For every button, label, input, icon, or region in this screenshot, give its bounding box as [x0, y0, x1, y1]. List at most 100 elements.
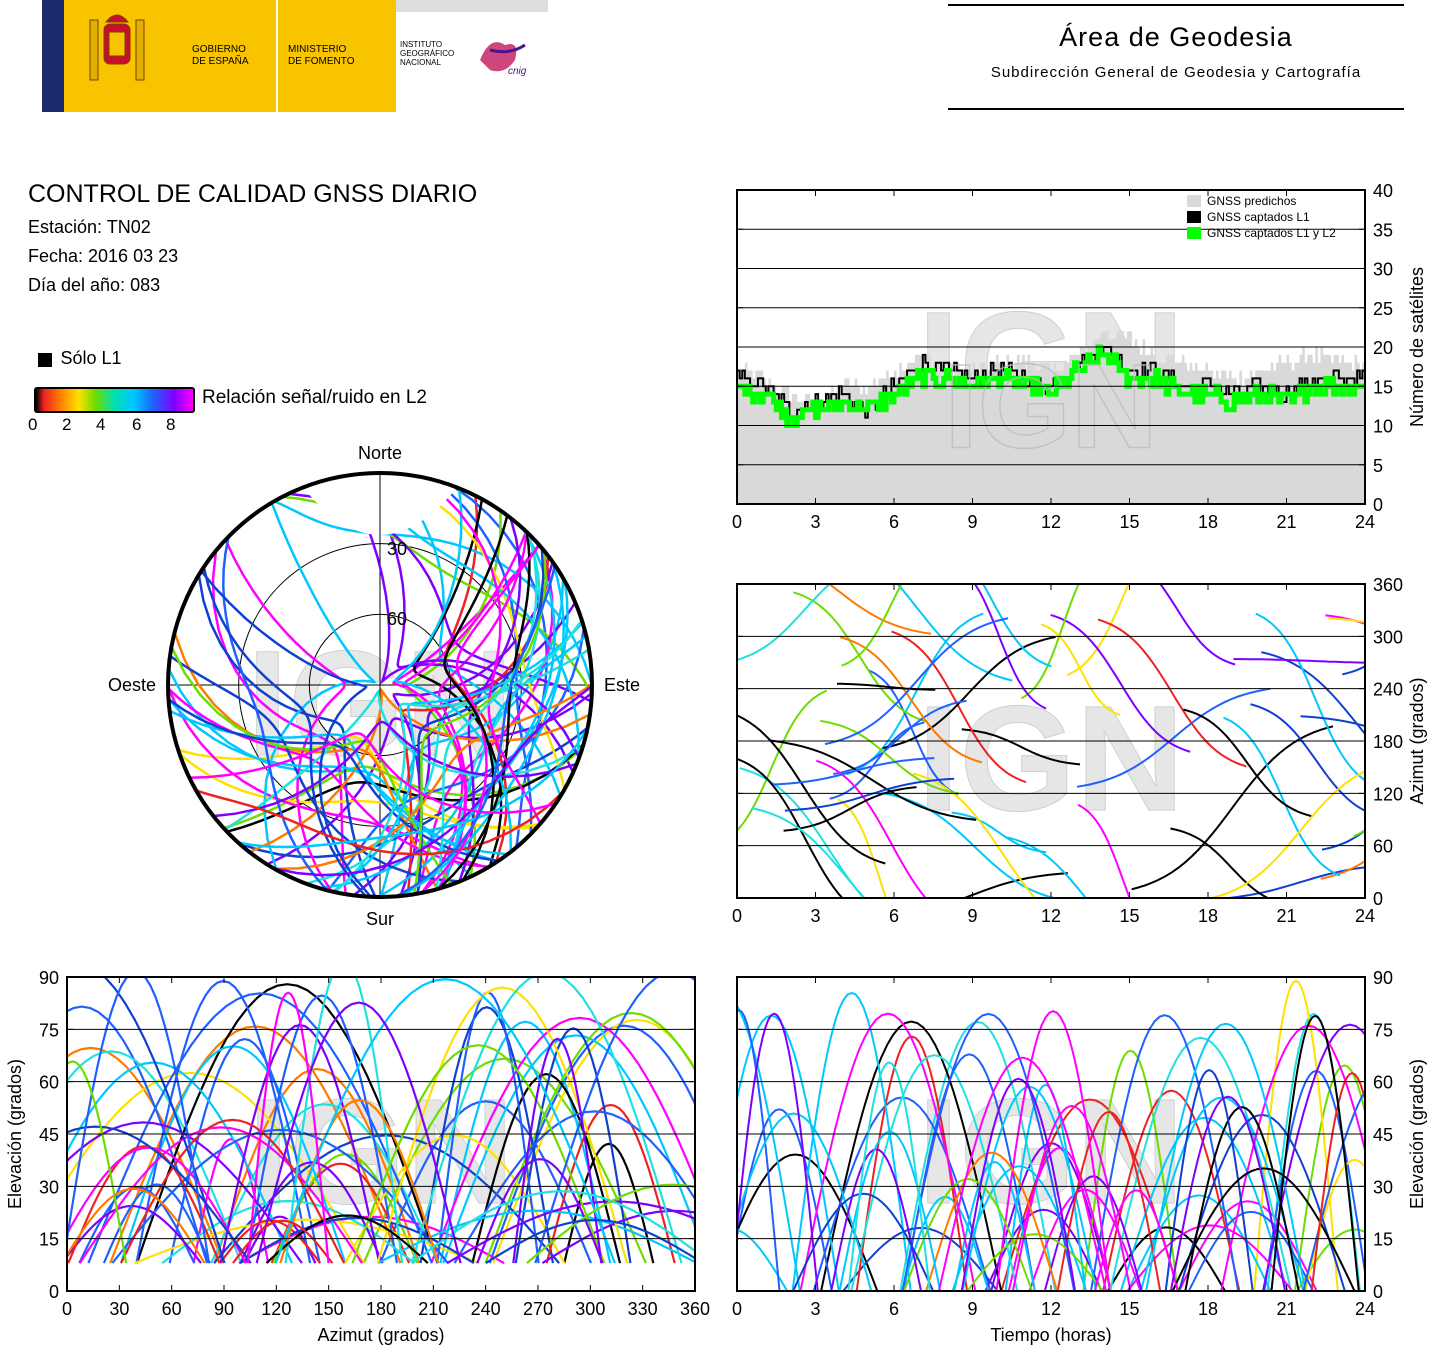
az-xtick-label: 12: [1041, 906, 1061, 926]
et-xtick-label: 18: [1198, 1299, 1218, 1319]
ea-xlabel: Azimut (grados): [317, 1325, 444, 1345]
et-ytick-label: 15: [1373, 1230, 1393, 1250]
header-logos: GOBIERNO DE ESPAÑA MINISTERIO DE FOMENTO I…: [42, 0, 548, 112]
ea-track: [243, 1215, 317, 1264]
count-legend-swatch: [1187, 195, 1201, 207]
station-line: Estación: TN02: [28, 217, 151, 237]
count-ylabel: Número de satélites: [1407, 267, 1427, 427]
coat-of-arms-icon: [89, 14, 145, 81]
ea-track: [453, 1110, 695, 1264]
et-track: [1056, 1110, 1162, 1291]
sky-track: [342, 475, 581, 759]
et-track: [842, 1226, 999, 1291]
et-watermark: IGN: [918, 1067, 1185, 1235]
solo-l1-label: Sólo L1: [60, 348, 122, 368]
az-track: [1353, 828, 1365, 838]
az-ytick-label: 180: [1373, 732, 1403, 752]
et-ytick-label: 75: [1373, 1020, 1393, 1040]
az-track: [837, 682, 936, 691]
et-track: [737, 1108, 833, 1291]
az-xtick-label: 15: [1119, 906, 1139, 926]
az-xtick-label: 18: [1198, 906, 1218, 926]
az-track: [1223, 716, 1341, 877]
ea-track: [485, 1218, 695, 1265]
et-ytick-label: 60: [1373, 1073, 1393, 1093]
et-track: [1296, 1228, 1365, 1291]
et-xtick-label: 12: [1041, 1299, 1061, 1319]
et-track: [1169, 1095, 1286, 1291]
az-track: [820, 719, 960, 795]
sky-track: [200, 570, 372, 897]
ea-xtick-label: 90: [214, 1299, 234, 1319]
count-xtick-label: 9: [967, 512, 977, 532]
ea-ytick-label: 60: [39, 1073, 59, 1093]
et-ytick-label: 30: [1373, 1177, 1393, 1197]
ea-track: [111, 1128, 449, 1264]
ea-xtick-label: 180: [366, 1299, 396, 1319]
ea-track: [120, 1118, 346, 1264]
et-track: [937, 1056, 1107, 1291]
et-track: [953, 1160, 1036, 1291]
count-xtick-label: 24: [1355, 512, 1375, 532]
ea-track: [255, 1001, 462, 1264]
az-track: [1233, 658, 1365, 664]
et-track: [1109, 1036, 1292, 1291]
count-xtick-label: 18: [1198, 512, 1218, 532]
count-legend-label: GNSS captados L1 y L2: [1207, 226, 1336, 240]
az-track: [1066, 584, 1130, 676]
az-track: [881, 791, 1058, 898]
ea-track: [78, 1185, 196, 1264]
az-track: [951, 811, 1047, 854]
et-frame: [736, 976, 1366, 1292]
et-track: [850, 1054, 1019, 1291]
et-track: [847, 1061, 931, 1291]
et-track: [737, 1228, 789, 1291]
ea-track: [67, 1061, 293, 1264]
sky-track: [168, 698, 499, 863]
sky-track: [395, 564, 557, 897]
et-track: [830, 1148, 922, 1291]
az-track: [1320, 859, 1365, 880]
az-track: [737, 689, 828, 833]
ea-track: [67, 1121, 303, 1264]
ea-track: [411, 1190, 695, 1264]
az-track: [783, 786, 917, 832]
area-subtitle: Subdirección General de Geodesia y Carto…: [990, 64, 1362, 81]
date-line: Fecha: 2016 03 23: [28, 246, 179, 266]
snr-label: Relación señal/ruido en L2: [202, 387, 427, 408]
ea-ytick-label: 45: [39, 1125, 59, 1145]
sky-track: [189, 732, 556, 815]
ea-track: [265, 1214, 429, 1264]
az-track: [981, 584, 1052, 668]
az-track: [841, 584, 903, 667]
count-legend-label: GNSS captados L1: [1207, 210, 1310, 224]
et-track: [1093, 1189, 1179, 1291]
ea-track: [484, 1011, 695, 1264]
ea-track: [168, 1037, 321, 1264]
az-xtick-label: 21: [1276, 906, 1296, 926]
et-xtick-label: 24: [1355, 1299, 1375, 1319]
az-track: [737, 757, 844, 898]
ea-track: [344, 1133, 566, 1264]
report-title: CONTROL DE CALIDAD GNSS DIARIO: [28, 180, 478, 208]
sky-label-south: Sur: [366, 909, 394, 929]
count-ytick-label: 40: [1373, 181, 1393, 201]
count-ytick-label: 0: [1373, 495, 1383, 515]
et-track: [737, 1004, 801, 1291]
count-ytick-label: 20: [1373, 338, 1393, 358]
az-ylabel: Azimut (grados): [1407, 677, 1427, 804]
az-track: [792, 591, 928, 723]
colorbar-ticks: 0 2 4 6 8: [28, 415, 198, 437]
sky-track: [168, 698, 499, 863]
solo-l1-swatch: [38, 352, 52, 367]
az-track: [737, 584, 832, 661]
az-xtick-label: 3: [810, 906, 820, 926]
count-xtick-label: 0: [732, 512, 742, 532]
sky-ring-label: 60: [387, 609, 407, 629]
count-ytick-label: 15: [1373, 377, 1393, 397]
et-tracks: [737, 979, 1365, 1291]
az-track: [891, 630, 1027, 784]
et-track: [1000, 1098, 1180, 1291]
et-track: [1293, 1064, 1365, 1291]
